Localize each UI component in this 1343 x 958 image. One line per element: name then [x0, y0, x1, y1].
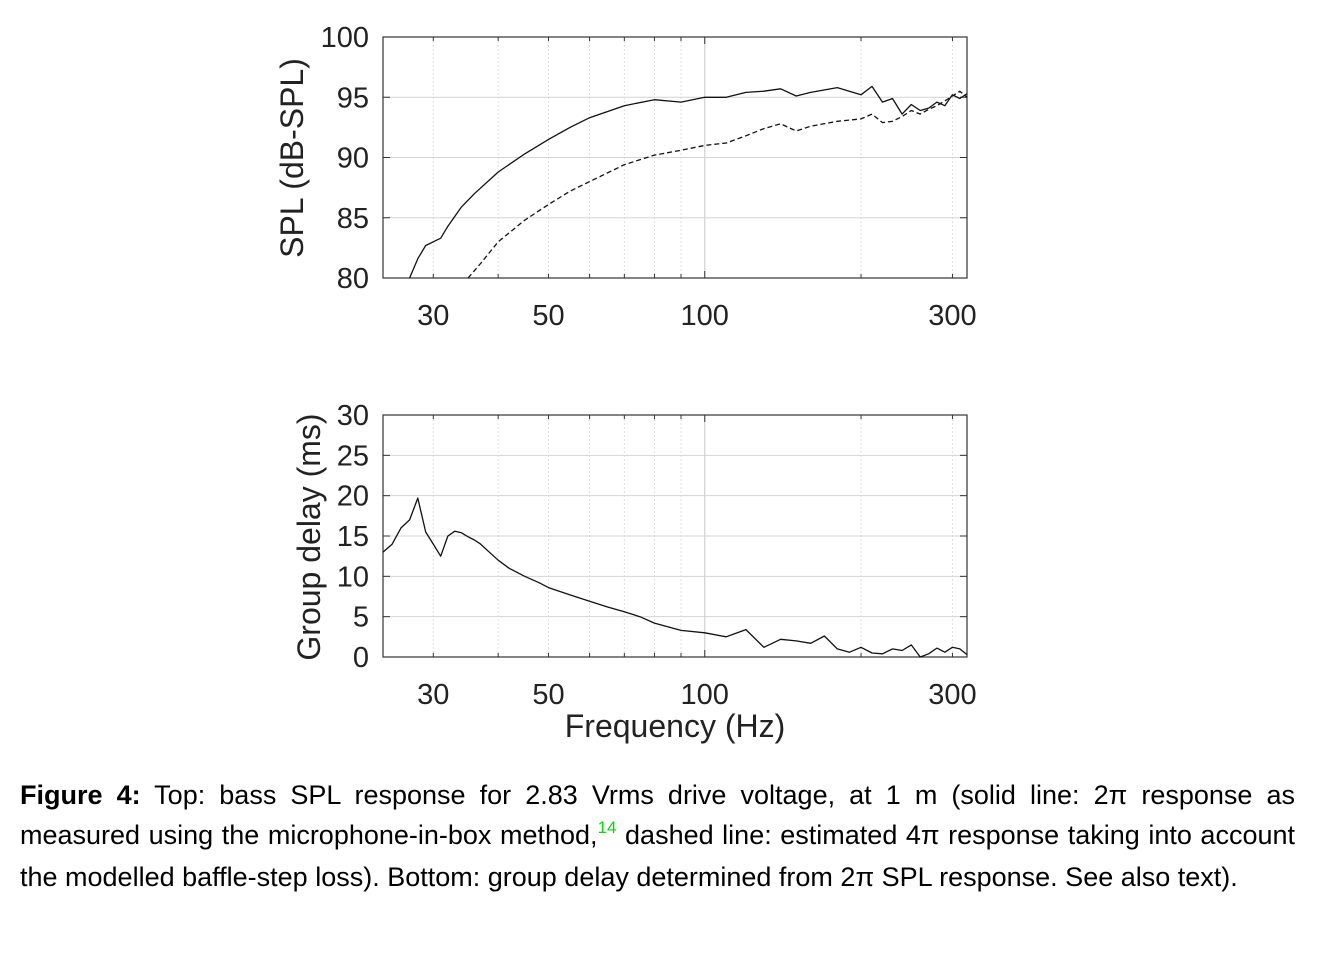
spl-x-tick-label: 300	[928, 300, 976, 332]
x-axis-label: Frequency (Hz)	[565, 708, 786, 744]
group-delay-y-tick-label: 15	[337, 521, 369, 553]
group-delay-series	[382, 497, 968, 658]
spl-x-tick-label: 100	[681, 300, 729, 332]
group-delay-grid	[383, 415, 967, 657]
group-delay-x-tick-labels: 30 50 100 300	[417, 679, 976, 711]
caption-label: Figure 4:	[20, 780, 141, 810]
group-delay-y-axis-label: Group delay (ms)	[291, 413, 327, 660]
group-delay-y-tick-label: 10	[337, 561, 369, 593]
spl-dashed-line	[467, 90, 968, 279]
spl-y-tick-label: 100	[321, 22, 369, 54]
group-delay-y-tick-label: 20	[337, 481, 369, 513]
group-delay-x-tick-label: 100	[681, 679, 729, 711]
spl-y-tick-labels: 80 85 90 95 100	[321, 22, 369, 295]
group-delay-y-tick-label: 0	[353, 642, 369, 674]
group-delay-y-tick-labels: 0 5 10 15 20 25 30	[337, 400, 369, 674]
group-delay-solid-line	[382, 497, 968, 658]
figure: 80 85 90 95 100 30 50 100 300 SPL (dB-SPL) 0 5 10…	[274, 22, 977, 744]
spl-series	[409, 85, 968, 279]
spl-y-tick-label: 95	[337, 82, 369, 114]
spl-x-tick-labels: 30 50 100 300	[417, 300, 976, 332]
group-delay-x-tick-label: 300	[928, 679, 976, 711]
group-delay-plot: 0 5 10 15 20 25 30 30 50 100 300 Group delay (ms)…	[291, 400, 977, 744]
spl-solid-line	[409, 85, 968, 279]
figure-caption: Figure 4: Top: bass SPL response for 2.8…	[20, 776, 1295, 898]
group-delay-y-tick-label: 25	[337, 440, 369, 472]
group-delay-x-tick-label: 50	[532, 679, 564, 711]
spl-y-tick-label: 90	[337, 143, 369, 175]
group-delay-ticks	[383, 414, 967, 658]
spl-y-tick-label: 80	[337, 263, 369, 295]
group-delay-y-tick-label: 5	[353, 602, 369, 634]
spl-y-tick-label: 85	[337, 203, 369, 235]
spl-grid	[383, 37, 967, 278]
spl-plot: 80 85 90 95 100 30 50 100 300 SPL (dB-SPL)	[274, 22, 977, 332]
spl-ticks	[383, 36, 967, 279]
caption-text-part1: Top: bass SPL response for 2.83 Vrms dri…	[20, 780, 1295, 850]
caption-reference[interactable]: 14	[597, 817, 617, 837]
group-delay-x-tick-label: 30	[417, 679, 449, 711]
spl-x-tick-label: 50	[532, 300, 564, 332]
spl-x-tick-label: 30	[417, 300, 449, 332]
spl-y-axis-label: SPL (dB-SPL)	[274, 58, 310, 258]
group-delay-y-tick-label: 30	[337, 400, 369, 432]
caption-text-part2: dashed line: estimated 4π response takin…	[20, 819, 1295, 893]
